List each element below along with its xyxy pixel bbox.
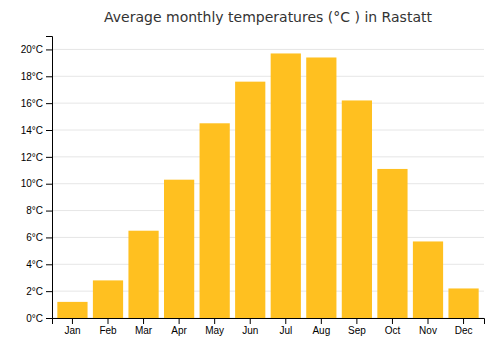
x-tick: Nov: [419, 318, 437, 336]
x-tick-label: Dec: [455, 325, 473, 336]
bar: [164, 180, 194, 318]
grid-line: [52, 237, 484, 238]
y-tick-mark: [46, 211, 52, 212]
y-axis-line: [46, 37, 53, 319]
x-tick-mark: [356, 318, 357, 324]
x-tick: Mar: [135, 318, 153, 336]
y-tick-mark: [46, 318, 52, 319]
y-tick-mark: [46, 49, 52, 50]
y-tick: 20°C: [21, 44, 52, 55]
x-tick: Jul: [279, 318, 292, 336]
x-tick: Apr: [171, 318, 187, 336]
x-tick-mark: [321, 318, 322, 324]
y-tick-mark: [46, 264, 52, 265]
bar: [271, 53, 301, 318]
x-tick-label: Feb: [99, 325, 117, 336]
x-tick-mark: [250, 318, 251, 324]
bar: [413, 241, 443, 318]
y-tick-label: 4°C: [26, 259, 43, 270]
x-tick-label: Jun: [242, 325, 258, 336]
x-tick-mark: [108, 318, 109, 324]
bar: [448, 288, 478, 318]
bar: [57, 302, 87, 318]
grid-line: [52, 183, 484, 184]
y-tick: 10°C: [21, 178, 52, 189]
x-tick: May: [205, 318, 224, 336]
x-tick-label: Aug: [312, 325, 330, 336]
grid-line: [52, 49, 484, 50]
y-tick-label: 8°C: [26, 205, 43, 216]
y-tick-mark: [46, 291, 52, 292]
x-tick: Jun: [242, 318, 258, 336]
x-tick-mark: [428, 318, 429, 324]
x-tick: Sep: [348, 318, 366, 336]
y-tick: 14°C: [21, 125, 52, 136]
y-tick: 4°C: [26, 259, 52, 270]
y-tick: 0°C: [26, 313, 52, 324]
x-tick-label: Nov: [419, 325, 437, 336]
bar: [200, 123, 230, 318]
x-tick-label: May: [205, 325, 224, 336]
bar: [306, 57, 336, 318]
y-axis: 0°C 2°C 4°C 6°C 8°C 10°C 12°C 14°C 16°C 18°C 20°C: [21, 37, 53, 324]
y-tick-label: 10°C: [21, 178, 43, 189]
bar: [235, 82, 265, 318]
y-tick: 8°C: [26, 205, 52, 216]
x-axis-line: [53, 319, 485, 325]
grid-line: [52, 103, 484, 104]
x-tick-mark: [179, 318, 180, 324]
grid: [52, 49, 484, 318]
y-tick-mark: [46, 237, 52, 238]
x-tick-label: Oct: [385, 325, 401, 336]
x-tick-label: Sep: [348, 325, 366, 336]
x-tick-mark: [285, 318, 286, 324]
x-tick-label: Apr: [171, 325, 187, 336]
x-tick: Oct: [385, 318, 401, 336]
x-tick: Jan: [64, 318, 80, 336]
y-tick-mark: [46, 76, 52, 77]
y-tick-label: 6°C: [26, 232, 43, 243]
bar: [128, 231, 158, 318]
y-tick-label: 16°C: [21, 98, 43, 109]
x-tick-mark: [214, 318, 215, 324]
y-tick-mark: [46, 130, 52, 131]
x-tick-mark: [392, 318, 393, 324]
y-tick-label: 14°C: [21, 125, 43, 136]
grid-line: [52, 130, 484, 131]
x-tick-label: Jan: [64, 325, 80, 336]
y-tick-label: 0°C: [26, 313, 43, 324]
y-tick-label: 18°C: [21, 71, 43, 82]
x-tick-mark: [463, 318, 464, 324]
bar: [342, 100, 372, 318]
y-tick: 2°C: [26, 286, 52, 297]
x-tick: Feb: [99, 318, 117, 336]
x-axis: Jan Feb Mar Apr May Jun Jul Aug Sep Oct Nov Dec: [53, 318, 485, 336]
y-tick-mark: [46, 184, 52, 185]
grid-line: [52, 156, 484, 157]
chart: 0°C 2°C 4°C 6°C 8°C 10°C 12°C 14°C 16°C 18°C 20°C J…: [0, 0, 500, 350]
x-tick-label: Mar: [135, 325, 153, 336]
y-tick-label: 2°C: [26, 286, 43, 297]
y-tick-mark: [46, 157, 52, 158]
y-tick: 6°C: [26, 232, 52, 243]
y-tick: 12°C: [21, 152, 52, 163]
bar: [377, 169, 407, 318]
y-tick-label: 12°C: [21, 152, 43, 163]
y-tick-mark: [46, 103, 52, 104]
y-tick: 18°C: [21, 71, 52, 82]
title: Average monthly temperatures (°C ) in Ra…: [104, 9, 432, 25]
grid-line: [52, 210, 484, 211]
x-tick: Dec: [455, 318, 473, 336]
x-tick-mark: [143, 318, 144, 324]
bars: [57, 53, 478, 318]
y-tick: 16°C: [21, 98, 52, 109]
x-tick: Aug: [312, 318, 330, 336]
x-tick-mark: [72, 318, 73, 324]
grid-line: [52, 76, 484, 77]
y-tick-label: 20°C: [21, 44, 43, 55]
x-tick-label: Jul: [279, 325, 292, 336]
bar: [93, 280, 123, 318]
